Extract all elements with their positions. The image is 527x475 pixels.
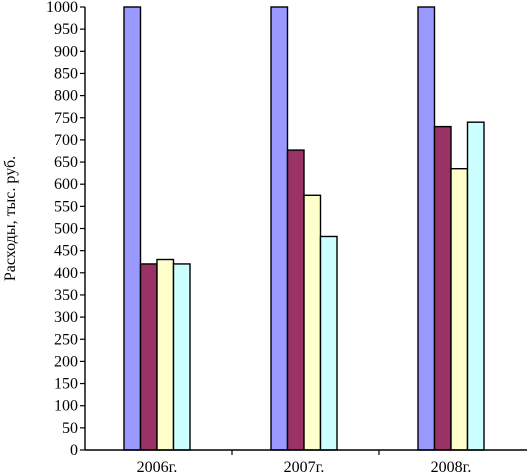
bar-series-3-2007г. — [303, 194, 322, 451]
y-tick-layer: 0 50 100 150 200 250 300 350 400 450 500 550 600 650 7… — [46, 0, 85, 459]
x-label-layer: 2006г. 2007г. 2008г. — [137, 450, 472, 475]
y-tick-label: 550 — [54, 198, 78, 215]
x-category-label: 2007г. — [284, 459, 325, 475]
y-tick-label: 250 — [54, 331, 78, 348]
y-tick-label: 500 — [54, 221, 78, 238]
y-tick-label: 600 — [54, 176, 78, 193]
y-tick-label: 450 — [54, 243, 78, 260]
bars-layer — [123, 6, 485, 451]
y-tick-label: 150 — [54, 376, 78, 393]
y-tick-label: 800 — [54, 88, 78, 105]
y-tick-label: 300 — [54, 309, 78, 326]
y-tick-label: 750 — [54, 110, 78, 127]
y-tick-label: 350 — [54, 287, 78, 304]
y-tick-label: 50 — [62, 420, 78, 437]
bar-series-4-2007г. — [319, 235, 338, 451]
y-tick-label: 200 — [54, 353, 78, 370]
bar-series-1-2008г. — [417, 6, 436, 451]
bar-series-4-2006г. — [172, 263, 191, 451]
y-axis-title: Расходы, тыс. руб. — [2, 156, 19, 281]
bar-series-2-2007г. — [286, 149, 305, 451]
bar-series-1-2007г. — [270, 6, 289, 451]
bar-series-3-2008г. — [450, 167, 469, 451]
x-category-label: 2006г. — [137, 459, 178, 475]
bar-series-4-2008г. — [466, 121, 485, 451]
x-category-label: 2008г. — [431, 459, 472, 475]
y-tick-label: 0 — [70, 442, 78, 459]
bar-series-2-2006г. — [139, 263, 158, 451]
y-tick-label: 650 — [54, 154, 78, 171]
y-tick-label: 400 — [54, 265, 78, 282]
bar-series-3-2006г. — [156, 258, 175, 451]
bar-series-2-2008г. — [433, 125, 452, 451]
y-tick-label: 950 — [54, 21, 78, 38]
y-tick-label: 100 — [54, 398, 78, 415]
y-tick-label: 1000 — [46, 0, 78, 16]
y-tick-label: 900 — [54, 43, 78, 60]
y-tick-label: 700 — [54, 132, 78, 149]
bar-series-1-2006г. — [123, 6, 142, 451]
y-tick-label: 850 — [54, 65, 78, 82]
